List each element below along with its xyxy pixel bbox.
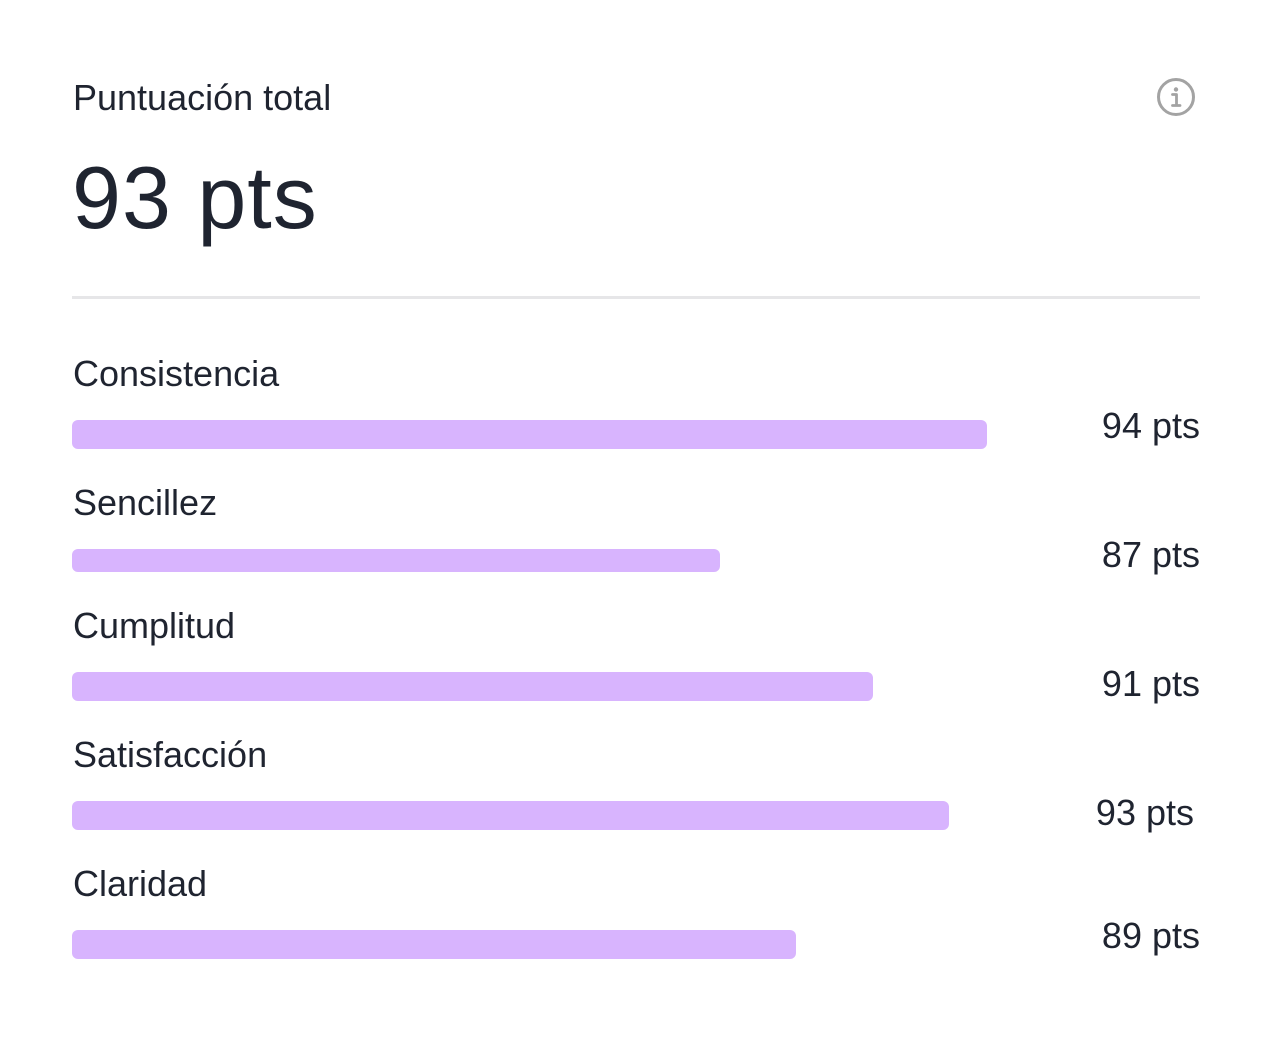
metric-bar <box>72 930 796 959</box>
card-title: Puntuación total <box>73 77 332 118</box>
metric-bar <box>72 549 720 572</box>
metric-label: Consistencia <box>73 353 280 394</box>
metric-label: Claridad <box>73 863 208 904</box>
metric-bar <box>72 672 873 701</box>
metric-value: 94 pts <box>1101 405 1200 446</box>
metric-value: 89 pts <box>1101 915 1200 956</box>
metric-value: 87 pts <box>1101 534 1200 575</box>
metric-label: Satisfacción <box>73 734 268 775</box>
info-button[interactable] <box>1156 77 1196 117</box>
divider <box>72 296 1200 299</box>
metric-bar <box>72 420 987 449</box>
metric-value: 91 pts <box>1101 663 1200 704</box>
metric-value: 93 pts <box>1095 792 1194 833</box>
info-icon <box>1157 78 1195 116</box>
total-score: 93 pts <box>72 148 318 247</box>
metric-label: Cumplitud <box>73 605 236 646</box>
metric-label: Sencillez <box>73 482 218 523</box>
metric-bar <box>72 801 949 830</box>
